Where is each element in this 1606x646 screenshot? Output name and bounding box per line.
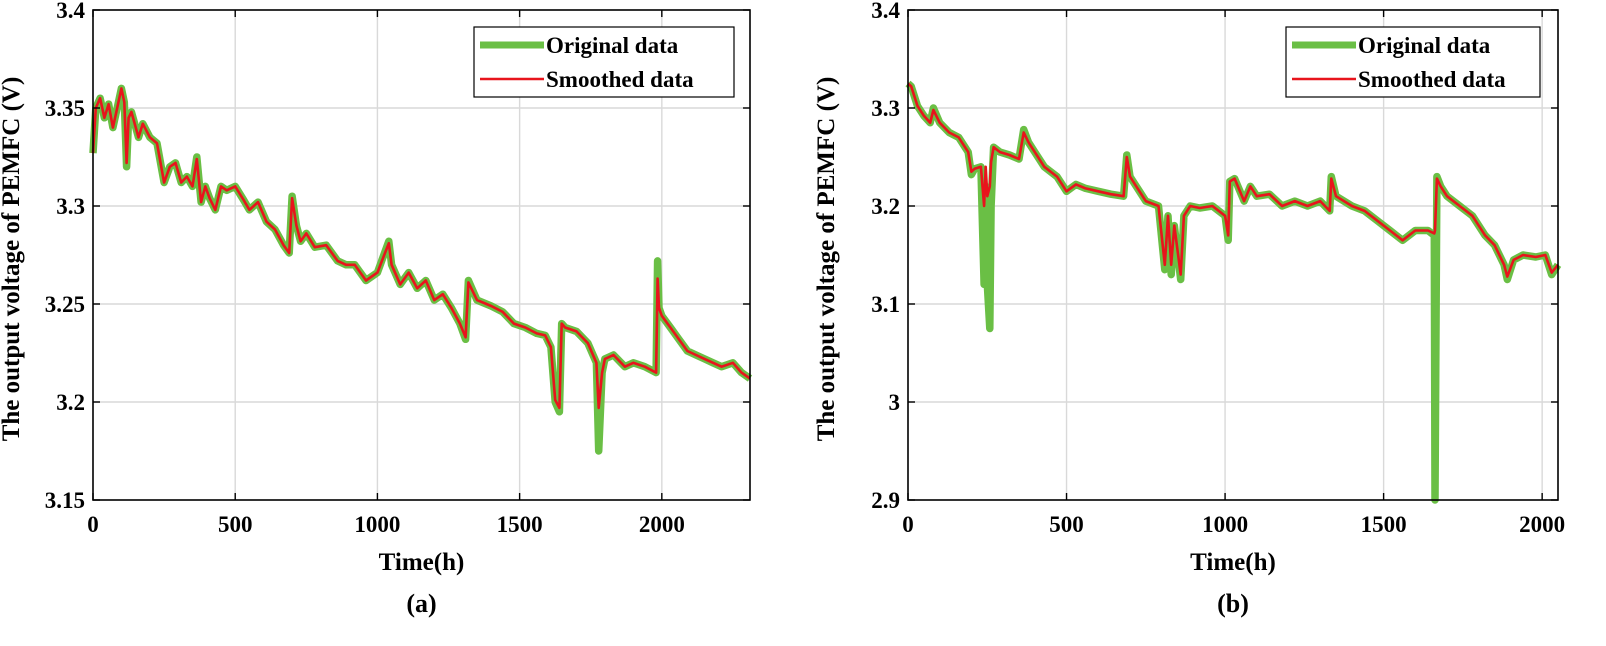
legend-label-smoothed-b: Smoothed data [1358, 67, 1506, 92]
series-line-smoothed-b [907, 82, 1560, 278]
y-tick-label: 3.2 [871, 194, 900, 219]
series-line-original-b [905, 80, 1562, 504]
panel-label-b: (b) [1217, 589, 1249, 618]
y-axis-label-b: The output voltage of PEMFC (V) [813, 77, 840, 442]
panel-label-a: (a) [406, 589, 436, 618]
x-tick-label: 1000 [1202, 512, 1248, 537]
x-tick-label: 2000 [639, 512, 685, 537]
x-tick-label: 1500 [497, 512, 543, 537]
series-line-original-a [89, 84, 753, 455]
y-tick-label: 3.3 [56, 194, 85, 219]
x-tick-label: 0 [902, 512, 914, 537]
plot-frame-a [92, 9, 751, 501]
legend-b: Original data Smoothed data [1285, 26, 1541, 98]
y-tick-label: 3.4 [871, 0, 900, 23]
x-tick-label: 2000 [1519, 512, 1565, 537]
ticks-a: 0 500 1000 1500 2000 3.15 3.2 3.25 3.3 3.35 3.4 [45, 0, 750, 537]
legend-box-b [1285, 26, 1541, 98]
x-tick-label: 500 [1049, 512, 1084, 537]
ticks-b: 0 500 1000 1500 2000 2.9 3 3.1 3.2 3.3 3.4 [871, 0, 1565, 537]
legend-label-original-a: Original data [546, 33, 679, 58]
y-axis-label-a: The output voltage of PEMFC (V) [0, 77, 25, 442]
x-tick-label: 0 [87, 512, 99, 537]
series-line-smoothed-a [91, 87, 751, 410]
legend-a: Original data Smoothed data [473, 26, 735, 98]
x-tick-label: 500 [218, 512, 253, 537]
y-tick-label: 3.25 [45, 292, 85, 317]
chart-panel-b: 0 500 1000 1500 2000 2.9 3 3.1 3.2 3.3 3.4 Origina… [813, 0, 1565, 618]
y-tick-label: 3.1 [871, 292, 900, 317]
plot-frame-b [907, 9, 1559, 501]
y-tick-label: 3.2 [56, 390, 85, 415]
y-tick-label: 3.4 [56, 0, 85, 23]
x-axis-label-a: Time(h) [379, 549, 465, 576]
legend-label-smoothed-a: Smoothed data [546, 67, 694, 92]
y-tick-label: 3.3 [871, 96, 900, 121]
x-axis-label-b: Time(h) [1190, 549, 1276, 576]
legend-label-original-b: Original data [1358, 33, 1491, 58]
y-tick-label: 2.9 [871, 488, 900, 513]
x-tick-label: 1000 [354, 512, 400, 537]
y-tick-label: 3 [889, 390, 901, 415]
y-tick-label: 3.35 [45, 96, 85, 121]
chart-panel-a: 0 500 1000 1500 2000 3.15 3.2 3.25 3.3 3.35 3.4 Or… [0, 0, 753, 618]
series-layer-a [89, 84, 753, 455]
x-tick-label: 1500 [1361, 512, 1407, 537]
series-layer-b [905, 80, 1562, 504]
legend-box-a [473, 26, 735, 98]
y-tick-label: 3.15 [45, 488, 85, 513]
